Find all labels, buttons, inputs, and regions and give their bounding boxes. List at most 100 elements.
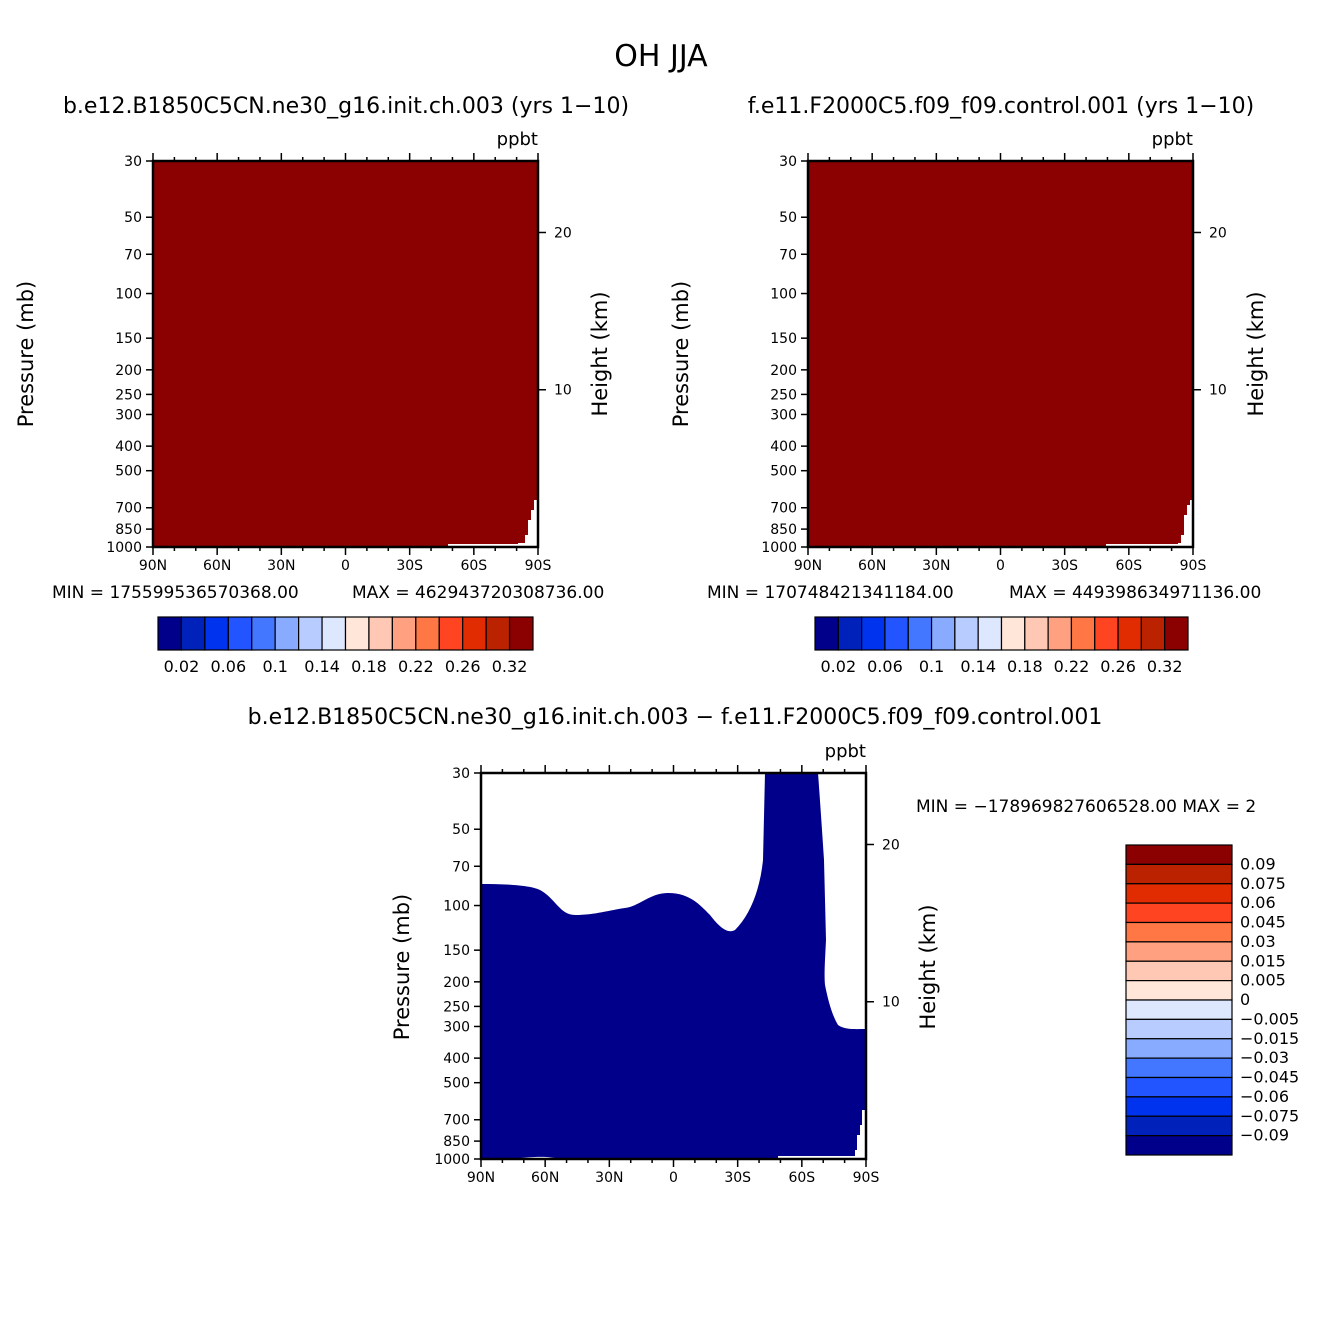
colorbar-box: [391, 616, 417, 651]
y-tick-label: 250: [115, 387, 142, 403]
y-tick-label: 1000: [106, 540, 142, 556]
colorbar-label: 0.32: [492, 657, 528, 676]
colorbar-box: [837, 616, 863, 651]
colorbar-box: [1125, 1115, 1233, 1137]
y-tick-label: 50: [124, 210, 142, 226]
colorbar-box: [1125, 1057, 1233, 1079]
colorbar-box: [1125, 921, 1233, 943]
y-tick-label: 100: [770, 287, 797, 303]
height-tick-label: 10: [882, 995, 900, 1011]
colorbar-label: 0.26: [1100, 657, 1136, 676]
colorbar-label: 0.14: [960, 657, 996, 676]
y-tick-label: 400: [443, 1051, 470, 1067]
y-tick-label: 70: [779, 247, 797, 263]
panel-left-title: b.e12.B1850C5CN.ne30_g16.init.ch.003 (yr…: [63, 94, 629, 119]
colorbar-box: [884, 616, 909, 651]
y-tick-label: 70: [124, 247, 142, 263]
colorbar-label: 0.1: [262, 657, 287, 676]
colorbar-box: [508, 616, 534, 651]
colorbar-box: [462, 616, 487, 651]
colorbar-box: [1125, 941, 1233, 962]
x-tick-label: 30N: [922, 558, 950, 574]
colorbar-box: [1125, 1038, 1233, 1059]
panel-right-fill: [808, 161, 1193, 547]
height-tick-label: 20: [554, 225, 572, 241]
colorbar-box: [180, 616, 206, 651]
y-tick-label: 700: [770, 501, 797, 517]
x-tick-label: 0: [669, 1170, 678, 1186]
colorbar-label: −0.015: [1240, 1029, 1299, 1048]
panel-right-ylabel-right: Height (km): [1244, 291, 1268, 416]
colorbar-label: 0.02: [164, 657, 200, 676]
colorbar-box: [1070, 616, 1096, 651]
colorbar-box: [1047, 616, 1073, 651]
colorbar-label: 0.22: [1054, 657, 1090, 676]
y-tick-label: 100: [443, 899, 470, 915]
colorbar-box: [298, 616, 323, 651]
panel-diff-minmax: MIN = −178969827606528.00 MAX = 2: [916, 797, 1256, 817]
colorbar-box: [274, 616, 300, 651]
y-tick-label: 850: [770, 522, 797, 538]
height-tick-label: 20: [1209, 225, 1227, 241]
panel-left-max: MAX = 462943720308736.00: [352, 583, 604, 603]
panel-left-min: MIN = 175599536570368.00: [52, 583, 299, 603]
colorbar-box: [1117, 616, 1142, 651]
panel-diff-ticks: 305070100150200250300400500700850100090N…: [434, 765, 900, 1186]
colorbar-box: [1000, 616, 1026, 651]
colorbar-box: [251, 616, 276, 651]
colorbar-label: 0.09: [1240, 854, 1276, 873]
y-tick-label: 200: [115, 363, 142, 379]
colorbar-box: [485, 616, 511, 651]
x-tick-label: 30N: [267, 558, 295, 574]
colorbar-label: 0.1: [919, 657, 944, 676]
y-tick-label: 250: [443, 999, 470, 1015]
x-tick-label: 60N: [203, 558, 231, 574]
panel-right-colorbar: 0.02 0.06 0.1 0.14 0.18 0.22 0.26 0.32: [814, 616, 1189, 676]
colorbar-label: −0.06: [1240, 1087, 1289, 1106]
colorbar-label: −0.005: [1240, 1009, 1299, 1028]
colorbar-label: 0.015: [1240, 951, 1286, 970]
x-tick-label: 30S: [396, 558, 423, 574]
panel-diff-ylabel: Pressure (mb): [390, 894, 414, 1041]
y-tick-label: 100: [115, 287, 142, 303]
colorbar-label: 0.22: [398, 657, 434, 676]
x-tick-label: 60N: [531, 1170, 559, 1186]
colorbar-label: 0.06: [1240, 893, 1276, 912]
colorbar-label: −0.075: [1240, 1106, 1299, 1125]
colorbar-box: [157, 616, 183, 651]
colorbar-box: [1164, 616, 1189, 651]
colorbar-label: 0.32: [1147, 657, 1183, 676]
panel-right: f.e11.F2000C5.f09_f09.control.001 (yrs 1…: [669, 94, 1268, 676]
x-tick-label: 60S: [460, 558, 487, 574]
y-tick-label: 700: [115, 501, 142, 517]
panel-right-title: f.e11.F2000C5.f09_f09.control.001 (yrs 1…: [748, 94, 1254, 119]
colorbar-label: 0.075: [1240, 874, 1286, 893]
height-tick-label: 20: [882, 837, 900, 853]
colorbar-box: [814, 616, 839, 651]
x-tick-label: 60N: [858, 558, 886, 574]
panel-left-fill: [153, 161, 538, 547]
colorbar-box: [227, 616, 253, 651]
colorbar-box: [1125, 863, 1233, 885]
y-tick-label: 850: [443, 1134, 470, 1150]
colorbar-box: [1125, 902, 1233, 924]
colorbar-label: 0.06: [211, 657, 247, 676]
colorbar-box: [1125, 883, 1233, 904]
colorbar-box: [907, 616, 933, 651]
y-tick-label: 1000: [434, 1152, 470, 1168]
colorbar-label: −0.03: [1240, 1048, 1289, 1067]
colorbar-box: [1125, 1076, 1233, 1098]
height-tick-label: 10: [1209, 383, 1227, 399]
panel-left-ticks: 305070100150200250300400500700850100090N…: [106, 153, 572, 574]
colorbar-label: 0.14: [304, 657, 340, 676]
y-tick-label: 200: [443, 975, 470, 991]
colorbar-box: [1125, 844, 1233, 865]
x-tick-label: 60S: [788, 1170, 815, 1186]
panel-diff-unit: ppbt: [825, 741, 866, 762]
y-tick-label: 500: [770, 464, 797, 480]
colorbar-label: 0: [1240, 990, 1250, 1009]
panel-diff-colorbar: 0.090.0750.060.0450.030.0150.0050−0.005−…: [1125, 844, 1299, 1156]
panel-left-colorbar: 0.02 0.06 0.1 0.14 0.18 0.22 0.26 0.32: [157, 616, 534, 676]
panel-left-ylabel-right: Height (km): [588, 291, 612, 416]
y-tick-label: 50: [779, 210, 797, 226]
